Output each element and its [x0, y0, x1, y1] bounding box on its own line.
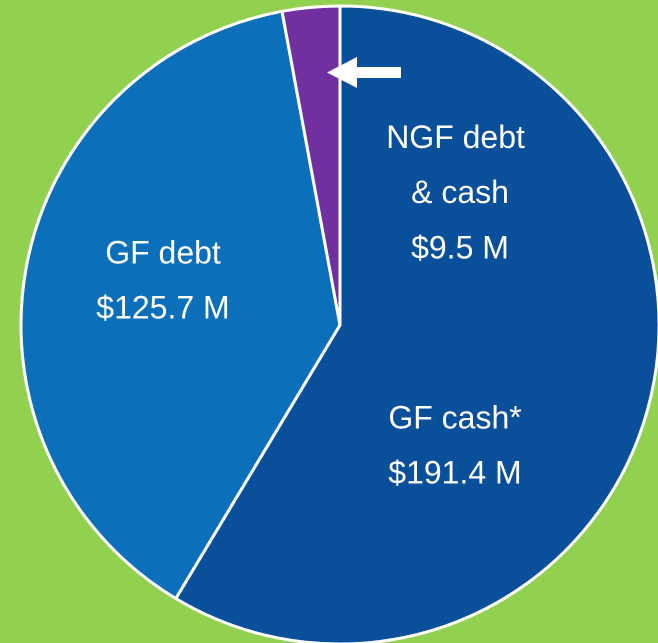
slice-value-label: $191.4 M	[388, 454, 521, 490]
slice-label: GF cash*	[388, 399, 521, 435]
arrow-shaft	[352, 67, 401, 78]
slice-value-label: $9.5 M	[411, 229, 509, 265]
pie	[19, 4, 658, 643]
slice-value-label: $125.7 M	[96, 289, 229, 325]
slice-label: NGF debt & cash	[386, 119, 534, 210]
pie-slice	[280, 4, 342, 327]
pie-slice	[174, 4, 658, 643]
slice-label: GF debt	[105, 234, 221, 270]
labels: GF cash* $191.4 M GF debt $125.7 M NGF debt …	[96, 119, 534, 490]
arrow-head	[327, 57, 357, 88]
arrow	[327, 57, 401, 88]
pie-slice	[19, 9, 342, 601]
